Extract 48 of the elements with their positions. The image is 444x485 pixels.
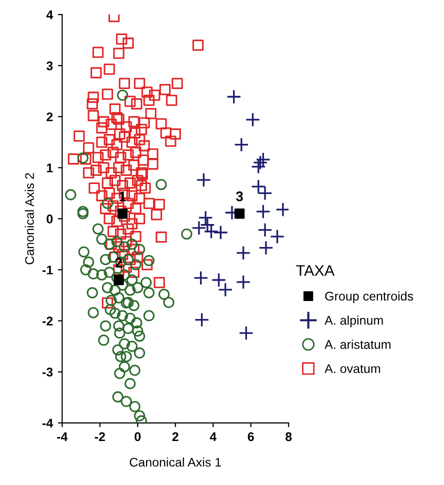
y-tick-label: 4 [46,10,54,20]
x-tick-label: 8 [286,432,292,442]
y-tick-label: -4 [42,418,54,428]
legend-label: A. aristatum [324,340,390,349]
y-axis-title: Canonical Axis 2 [24,173,34,264]
y-tick-label: -2 [42,316,53,326]
x-tick-label: 0 [134,432,141,442]
point [238,326,254,340]
annotation: 3 [236,191,243,202]
point [194,312,210,328]
point [226,89,242,104]
point [196,172,212,188]
point [211,272,226,288]
point [200,217,215,232]
point [270,229,285,244]
x-tick-label: 6 [248,432,254,442]
point [258,186,272,201]
y-tick-label: 0 [46,214,53,224]
y-tick-label: -3 [42,368,53,377]
y-tick-label: 3 [46,61,53,70]
legend-label: A. alpinum [324,316,383,328]
point [234,137,249,152]
point [258,240,274,256]
y-tick-label: 1 [46,164,53,172]
point [256,204,271,220]
legend-label: A. ovatum [324,364,380,374]
y-tick-label: -1 [42,266,53,274]
point [236,274,251,290]
point [114,274,124,286]
point [236,246,251,260]
point [250,179,266,194]
y-tick-label: 2 [46,112,53,122]
point [258,222,272,238]
x-tick-label: 4 [210,432,217,442]
point [252,155,268,170]
x-axis-title: Canonical Axis 1 [130,457,221,467]
point [218,282,233,298]
point [117,208,128,219]
point [204,224,219,239]
point [245,112,260,128]
point [234,208,245,219]
point [193,270,208,286]
legend-label: Group centroids [325,291,414,304]
x-tick-label: 2 [172,432,178,442]
x-tick-label: -4 [57,432,68,442]
legend-title: TAXA [296,265,335,276]
x-tick-label: -2 [94,432,105,442]
point [213,225,228,240]
